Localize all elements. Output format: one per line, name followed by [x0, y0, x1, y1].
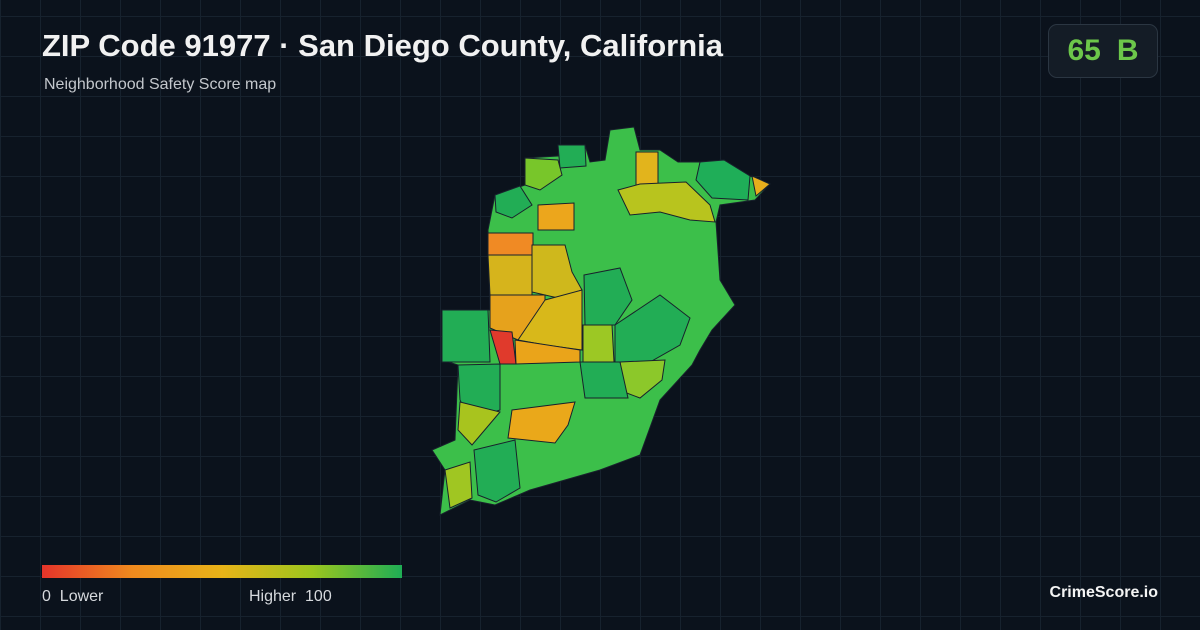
district	[441, 309, 491, 363]
district	[487, 232, 534, 256]
district	[444, 461, 473, 509]
legend-min-group: 0 Lower	[42, 588, 103, 606]
legend-min: 0	[42, 588, 51, 605]
title: ZIP Code 91977 · San Diego County, Calif…	[42, 28, 723, 63]
district	[524, 157, 563, 191]
district	[582, 324, 615, 363]
district	[695, 159, 751, 201]
district	[635, 151, 659, 187]
district	[751, 175, 771, 197]
legend-min-label: Lower	[59, 588, 104, 605]
district	[557, 144, 587, 169]
score-grade: B	[1116, 34, 1139, 67]
district	[507, 401, 576, 444]
legend-max-label: Higher	[249, 588, 297, 605]
district	[487, 254, 533, 296]
score-value: 65	[1067, 34, 1101, 67]
subtitle: Neighborhood Safety Score map	[44, 76, 277, 93]
district	[494, 185, 533, 219]
district	[473, 439, 521, 503]
district	[537, 202, 575, 231]
district	[583, 267, 633, 326]
brand: CrimeScore.io	[1049, 584, 1158, 601]
score-badge: 65 B	[1048, 24, 1158, 78]
legend-max: 100	[305, 588, 332, 605]
legend-gradient	[42, 565, 402, 578]
legend-max-group: Higher 100	[249, 588, 332, 606]
district	[457, 401, 501, 446]
district	[617, 181, 716, 223]
district	[579, 361, 629, 399]
